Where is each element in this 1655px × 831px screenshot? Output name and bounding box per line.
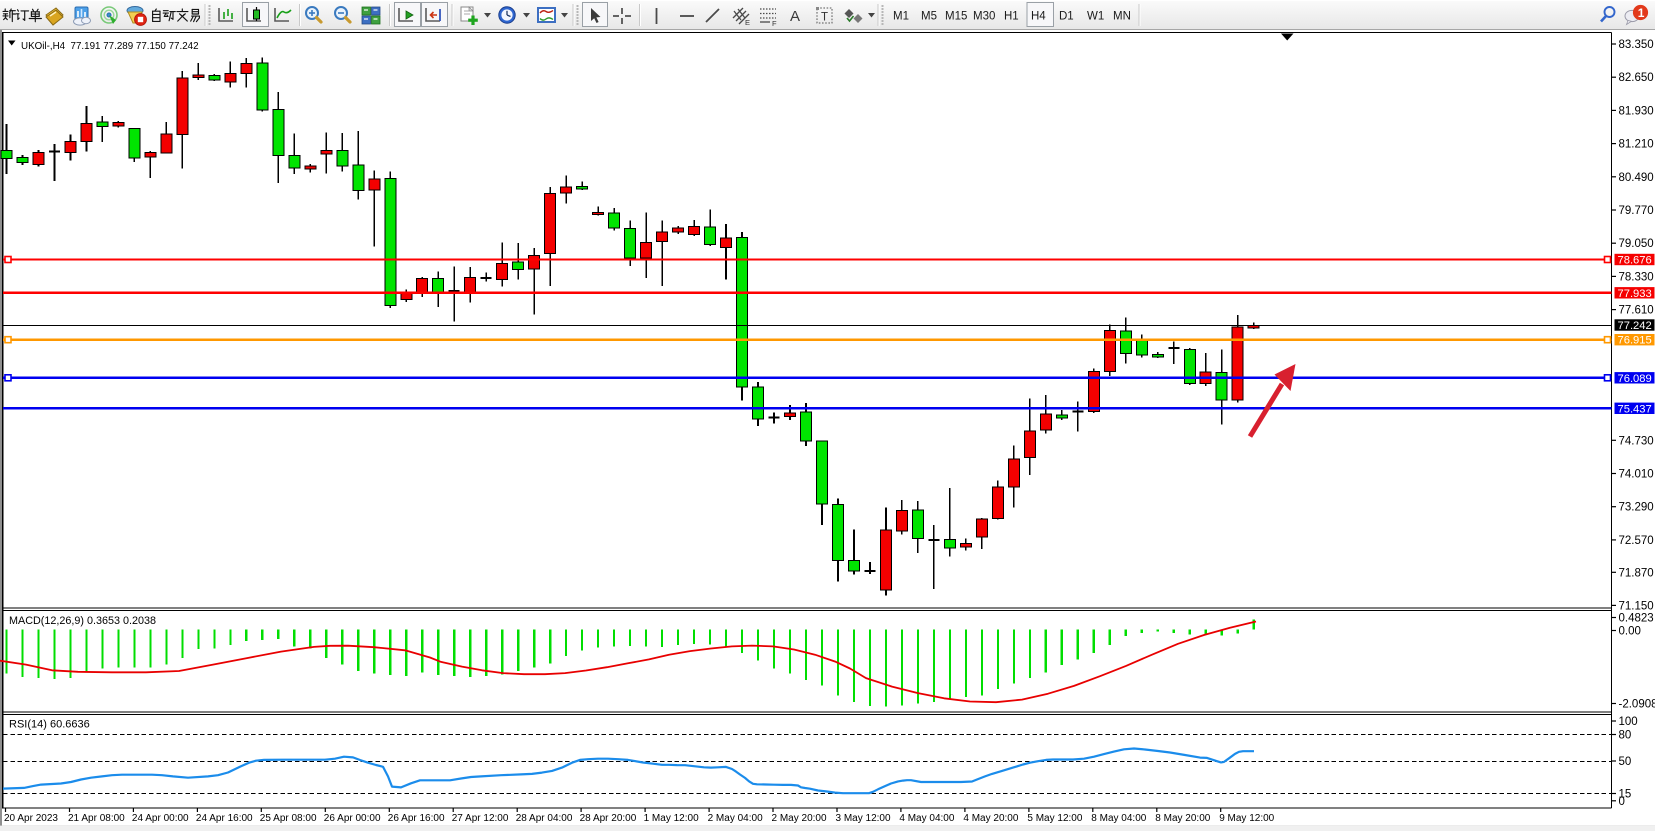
- svg-text:71.150: 71.150: [1619, 600, 1654, 612]
- svg-text:28 Apr 04:00: 28 Apr 04:00: [516, 813, 573, 824]
- svg-text:78.676: 78.676: [1618, 255, 1652, 267]
- svg-text:MACD(12,26,9) 0.3653 0.2038: MACD(12,26,9) 0.3653 0.2038: [9, 615, 156, 627]
- svg-text:-2.0908: -2.0908: [1619, 699, 1655, 711]
- svg-text:A: A: [790, 8, 800, 25]
- svg-text:82.650: 82.650: [1619, 72, 1654, 84]
- svg-text:26 Apr 00:00: 26 Apr 00:00: [324, 813, 381, 824]
- svg-text:1: 1: [1638, 6, 1645, 20]
- svg-text:25 Apr 08:00: 25 Apr 08:00: [260, 813, 317, 824]
- svg-text:2 May 20:00: 2 May 20:00: [772, 813, 827, 824]
- svg-text:5 May 12:00: 5 May 12:00: [1027, 813, 1082, 824]
- svg-text:8 May 04:00: 8 May 04:00: [1091, 813, 1146, 824]
- svg-text:M1: M1: [893, 11, 909, 23]
- svg-text:27 Apr 12:00: 27 Apr 12:00: [452, 813, 509, 824]
- svg-text:24 Apr 16:00: 24 Apr 16:00: [196, 813, 253, 824]
- svg-text:8 May 20:00: 8 May 20:00: [1155, 813, 1210, 824]
- svg-text:0: 0: [1619, 796, 1625, 808]
- svg-text:0.00: 0.00: [1619, 626, 1641, 638]
- svg-text:4 May 20:00: 4 May 20:00: [963, 813, 1018, 824]
- svg-text:T: T: [821, 12, 828, 24]
- svg-text:20 Apr 2023: 20 Apr 2023: [4, 813, 58, 824]
- svg-text:77.242: 77.242: [1618, 320, 1652, 332]
- svg-text:D1: D1: [1059, 11, 1074, 23]
- svg-text:76.915: 76.915: [1618, 335, 1652, 347]
- svg-text:3 May 12:00: 3 May 12:00: [836, 813, 891, 824]
- svg-text:H1: H1: [1004, 11, 1019, 23]
- svg-text:28 Apr 20:00: 28 Apr 20:00: [580, 813, 637, 824]
- svg-text:74.010: 74.010: [1619, 469, 1654, 481]
- svg-text:26 Apr 16:00: 26 Apr 16:00: [388, 813, 445, 824]
- svg-text:24 Apr 00:00: 24 Apr 00:00: [132, 813, 189, 824]
- svg-text:M30: M30: [973, 11, 995, 23]
- svg-text:78.330: 78.330: [1619, 271, 1654, 283]
- svg-text:UKOil-,H4 77.191 77.289 77.15: UKOil-,H4 77.191 77.289 77.150 77.242: [21, 41, 199, 52]
- svg-text:100: 100: [1619, 716, 1638, 728]
- svg-text:81.210: 81.210: [1619, 139, 1654, 151]
- svg-text:W1: W1: [1087, 11, 1104, 23]
- svg-text:77.933: 77.933: [1618, 288, 1652, 300]
- svg-text:F: F: [772, 19, 777, 28]
- svg-text:73.290: 73.290: [1619, 502, 1654, 514]
- svg-text:75.437: 75.437: [1618, 403, 1652, 415]
- svg-text:83.350: 83.350: [1619, 39, 1654, 51]
- svg-text:1 May 12:00: 1 May 12:00: [644, 813, 699, 824]
- svg-text:15: 15: [1619, 789, 1632, 801]
- svg-text:71.870: 71.870: [1619, 567, 1654, 579]
- svg-text:9 May 12:00: 9 May 12:00: [1219, 813, 1274, 824]
- svg-text:2 May 04:00: 2 May 04:00: [708, 813, 763, 824]
- svg-text:H4: H4: [1031, 11, 1046, 23]
- svg-text:4 May 04:00: 4 May 04:00: [899, 813, 954, 824]
- svg-text:80.490: 80.490: [1619, 172, 1654, 184]
- svg-text:E: E: [745, 18, 750, 27]
- svg-text:50: 50: [1619, 756, 1632, 768]
- svg-text:MN: MN: [1113, 11, 1131, 23]
- svg-text:80: 80: [1619, 730, 1632, 742]
- svg-text:72.570: 72.570: [1619, 535, 1654, 547]
- svg-text:81.930: 81.930: [1619, 105, 1654, 117]
- svg-text:79.050: 79.050: [1619, 238, 1654, 250]
- svg-text:M15: M15: [945, 11, 967, 23]
- svg-text:76.089: 76.089: [1618, 373, 1652, 385]
- svg-text:79.770: 79.770: [1619, 205, 1654, 217]
- svg-text:M5: M5: [921, 11, 937, 23]
- svg-text:21 Apr 08:00: 21 Apr 08:00: [68, 813, 125, 824]
- svg-text:77.610: 77.610: [1619, 305, 1654, 317]
- svg-text:RSI(14) 60.6636: RSI(14) 60.6636: [9, 719, 90, 731]
- svg-text:0.4823: 0.4823: [1619, 613, 1654, 625]
- svg-text:74.730: 74.730: [1619, 435, 1654, 447]
